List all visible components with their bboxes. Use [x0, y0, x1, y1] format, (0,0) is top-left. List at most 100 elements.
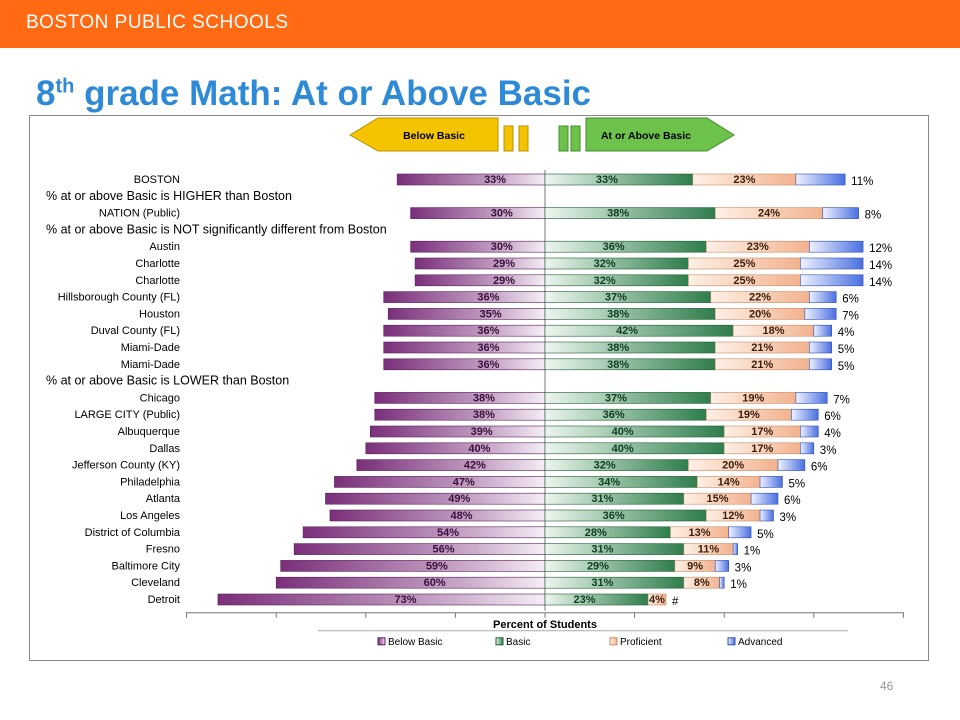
- label-basic: 36%: [603, 510, 625, 522]
- legend-swatch: [495, 637, 504, 646]
- bar-basic: [544, 459, 689, 471]
- row-label: Atlanta: [146, 493, 181, 505]
- chart-frame: Below Basic At or Above Basic BOSTON 33% 33…: [29, 115, 929, 661]
- row-label: Baltimore City: [112, 560, 181, 572]
- label-proficient: 4%: [649, 594, 665, 606]
- at-or-above-arrow-block: [570, 125, 581, 152]
- bar-below-basic: [293, 543, 546, 555]
- bar-advanced: [759, 476, 783, 488]
- label-below-basic: 48%: [450, 510, 472, 522]
- row-label: District of Columbia: [85, 527, 181, 539]
- label-basic: 32%: [594, 460, 616, 472]
- row-label: Fresno: [146, 544, 180, 556]
- label-basic: 42%: [616, 325, 638, 337]
- label-basic: 23%: [574, 594, 596, 606]
- bar-basic: [544, 560, 676, 572]
- label-below-basic: 29%: [493, 258, 515, 270]
- bar-below-basic: [329, 509, 546, 522]
- bar-below-basic: [356, 459, 546, 471]
- label-proficient: 19%: [742, 392, 764, 404]
- label-below-basic: 40%: [468, 443, 490, 455]
- bar-advanced: [800, 274, 864, 287]
- label-below-basic: 56%: [433, 544, 455, 556]
- label-basic: 32%: [594, 258, 616, 270]
- bar-advanced: [777, 459, 806, 471]
- label-advanced: 5%: [788, 478, 805, 490]
- at-or-above-arrow-block: [558, 125, 569, 152]
- bar-basic: [544, 576, 685, 589]
- label-basic: 40%: [612, 443, 634, 455]
- label-advanced: 4%: [824, 428, 841, 440]
- row-label: Houston: [139, 308, 180, 320]
- label-basic: 38%: [607, 308, 629, 320]
- label-basic: 28%: [585, 527, 607, 539]
- label-proficient: 21%: [751, 359, 773, 371]
- label-advanced: 3%: [735, 562, 752, 574]
- label-proficient: 11%: [698, 544, 720, 556]
- label-basic: 37%: [605, 392, 627, 404]
- label-proficient: 20%: [722, 460, 744, 472]
- bar-below-basic: [383, 291, 546, 303]
- label-basic: 29%: [587, 560, 609, 572]
- label-advanced: 11%: [851, 176, 873, 188]
- label-below-basic: 29%: [493, 275, 515, 287]
- legend-entry: Basic: [506, 637, 530, 648]
- label-proficient: 23%: [733, 174, 755, 186]
- bar-advanced: [750, 492, 779, 505]
- label-below-basic: 36%: [477, 359, 499, 371]
- row-label: Duval County (FL): [91, 325, 180, 337]
- group-label: % at or above Basic is LOWER than Boston: [46, 374, 289, 388]
- row-label: Albuquerque: [118, 426, 180, 438]
- label-proficient: 17%: [751, 443, 773, 455]
- label-below-basic: 30%: [491, 208, 513, 220]
- label-proficient: 17%: [751, 426, 773, 438]
- legend-swatch: [377, 637, 386, 646]
- label-below-basic: 60%: [424, 577, 446, 589]
- bar-below-basic: [383, 324, 546, 337]
- label-basic: 36%: [603, 409, 625, 421]
- bar-basic: [544, 173, 694, 186]
- below-basic-arrow: [349, 117, 499, 152]
- label-advanced: 3%: [779, 512, 796, 524]
- label-basic: 37%: [605, 292, 627, 304]
- label-advanced: 5%: [838, 344, 855, 356]
- label-basic: 31%: [591, 577, 613, 589]
- label-basic: 33%: [596, 174, 618, 186]
- label-advanced: 6%: [824, 411, 841, 423]
- label-advanced: #: [672, 596, 679, 608]
- row-label: Chicago: [140, 392, 180, 404]
- row-label: Miami-Dade: [121, 342, 180, 354]
- label-advanced: 4%: [838, 327, 855, 339]
- bar-below-basic: [275, 576, 546, 589]
- label-below-basic: 54%: [437, 527, 459, 539]
- label-advanced: 5%: [838, 361, 855, 373]
- label-below-basic: 59%: [426, 560, 448, 572]
- label-basic: 32%: [594, 275, 616, 287]
- row-label: Philadelphia: [120, 476, 181, 488]
- label-advanced: 7%: [842, 310, 859, 322]
- row-label: LARGE CITY (Public): [74, 409, 180, 421]
- bar-below-basic: [383, 341, 546, 354]
- label-proficient: 24%: [758, 208, 780, 220]
- group-label: % at or above Basic is NOT significantly…: [46, 222, 387, 236]
- label-proficient: 25%: [733, 258, 755, 270]
- bar-advanced: [719, 576, 725, 589]
- bar-basic: [544, 257, 689, 270]
- bar-below-basic: [369, 425, 546, 438]
- bar-advanced: [800, 442, 815, 455]
- label-proficient: 18%: [762, 325, 784, 337]
- slide-title: 8th grade Math: At or Above Basic: [36, 74, 591, 114]
- group-label: % at or above Basic is HIGHER than Bosto…: [46, 189, 292, 203]
- bar-basic: [544, 240, 707, 253]
- label-below-basic: 38%: [473, 409, 495, 421]
- label-proficient: 15%: [706, 493, 728, 505]
- bar-basic: [544, 308, 716, 320]
- legend-entry: Below Basic: [388, 637, 442, 648]
- label-advanced: 3%: [820, 445, 837, 457]
- bar-advanced: [809, 341, 833, 354]
- bar-below-basic: [334, 476, 546, 488]
- row-label: Jefferson County (KY): [72, 460, 180, 472]
- label-proficient: 22%: [749, 292, 771, 304]
- bar-below-basic: [280, 560, 546, 572]
- bar-basic: [544, 509, 707, 522]
